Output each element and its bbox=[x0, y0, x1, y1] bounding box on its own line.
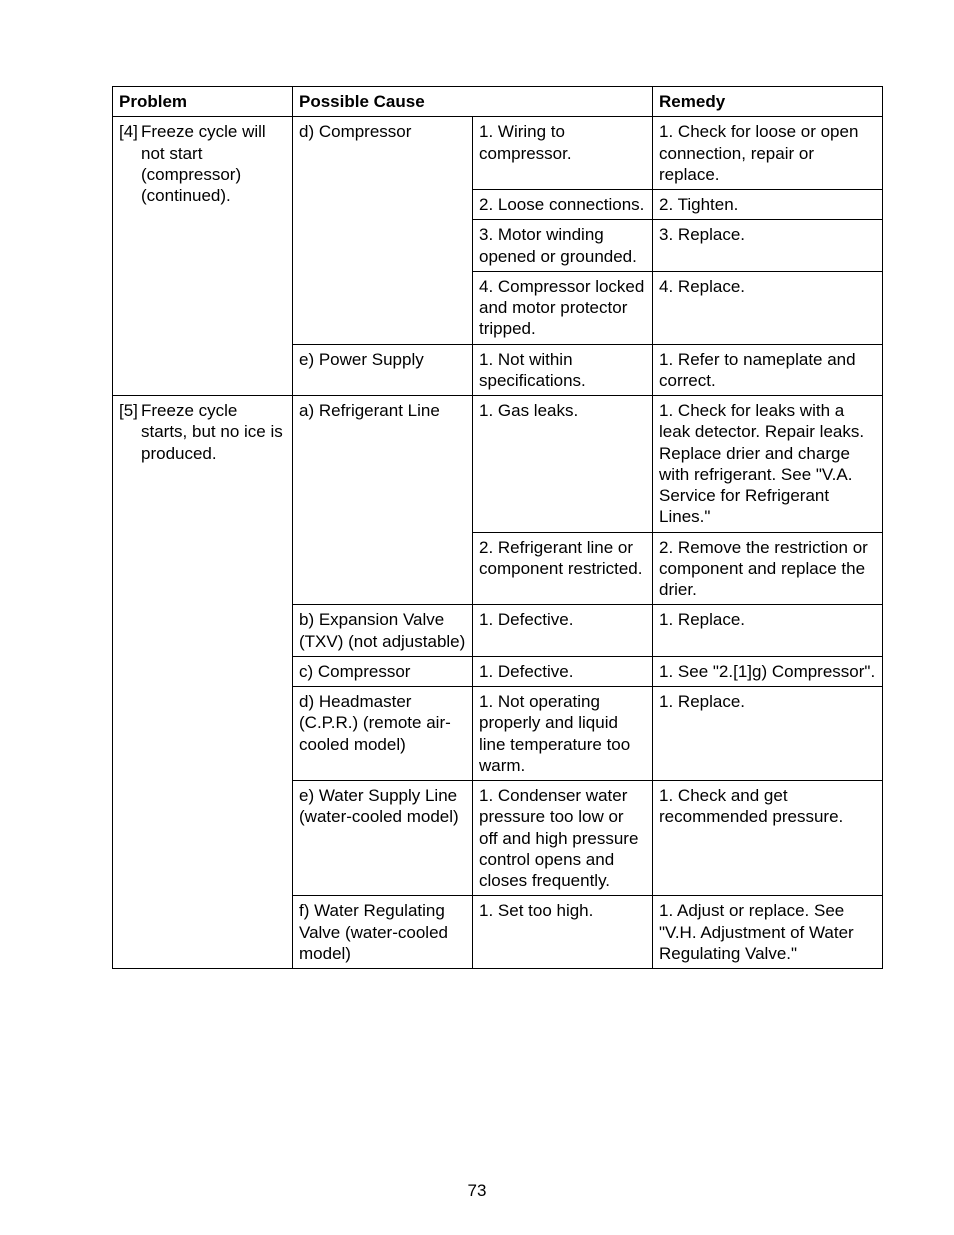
subcause-cell: 2. Refrigerant line or component restric… bbox=[473, 532, 653, 605]
problem-index: [5] bbox=[119, 400, 141, 464]
col-header-remedy: Remedy bbox=[653, 87, 883, 117]
remedy-cell: 3. Replace. bbox=[653, 220, 883, 272]
table-row: [4] Freeze cycle will not start (compres… bbox=[113, 117, 883, 190]
subcause-cell: 1. Set too high. bbox=[473, 896, 653, 969]
problem-index: [4] bbox=[119, 121, 141, 206]
troubleshooting-table: Problem Possible Cause Remedy [4] Freeze… bbox=[112, 86, 883, 969]
remedy-cell: 1. Refer to nameplate and correct. bbox=[653, 344, 883, 396]
cause-cell: e) Water Supply Line (water-cooled model… bbox=[293, 781, 473, 896]
cause-cell: c) Compressor bbox=[293, 656, 473, 686]
remedy-cell: 1. See "2.[1]g) Compressor". bbox=[653, 656, 883, 686]
subcause-cell: 1. Condenser water pressure too low or o… bbox=[473, 781, 653, 896]
subcause-cell: 1. Defective. bbox=[473, 605, 653, 657]
subcause-cell: 4. Compressor locked and motor protector… bbox=[473, 271, 653, 344]
subcause-cell: 1. Gas leaks. bbox=[473, 396, 653, 533]
cause-cell: e) Power Supply bbox=[293, 344, 473, 396]
subcause-cell: 1. Defective. bbox=[473, 656, 653, 686]
remedy-cell: 2. Remove the restriction or component a… bbox=[653, 532, 883, 605]
col-header-cause: Possible Cause bbox=[293, 87, 653, 117]
page-number: 73 bbox=[0, 1181, 954, 1201]
subcause-cell: 1. Wiring to compressor. bbox=[473, 117, 653, 190]
subcause-cell: 3. Motor winding opened or grounded. bbox=[473, 220, 653, 272]
remedy-cell: 1. Replace. bbox=[653, 687, 883, 781]
cause-cell: d) Headmaster (C.P.R.) (remote air-coole… bbox=[293, 687, 473, 781]
remedy-cell: 1. Adjust or replace. See "V.H. Adjustme… bbox=[653, 896, 883, 969]
cause-cell: a) Refrigerant Line bbox=[293, 396, 473, 605]
col-header-problem: Problem bbox=[113, 87, 293, 117]
problem-cell: [5] Freeze cycle starts, but no ice is p… bbox=[113, 396, 293, 969]
problem-text: Freeze cycle will not start (compressor)… bbox=[141, 121, 286, 206]
problem-cell: [4] Freeze cycle will not start (compres… bbox=[113, 117, 293, 396]
problem-text: Freeze cycle starts, but no ice is produ… bbox=[141, 400, 286, 464]
remedy-cell: 1. Replace. bbox=[653, 605, 883, 657]
table-header-row: Problem Possible Cause Remedy bbox=[113, 87, 883, 117]
subcause-cell: 1. Not within specifications. bbox=[473, 344, 653, 396]
cause-cell: d) Compressor bbox=[293, 117, 473, 344]
subcause-cell: 1. Not operating properly and liquid lin… bbox=[473, 687, 653, 781]
remedy-cell: 1. Check for loose or open connection, r… bbox=[653, 117, 883, 190]
remedy-cell: 4. Replace. bbox=[653, 271, 883, 344]
remedy-cell: 2. Tighten. bbox=[653, 190, 883, 220]
subcause-cell: 2. Loose connections. bbox=[473, 190, 653, 220]
remedy-cell: 1. Check for leaks with a leak detector.… bbox=[653, 396, 883, 533]
remedy-cell: 1. Check and get recommended pressure. bbox=[653, 781, 883, 896]
cause-cell: b) Expansion Valve (TXV) (not adjustable… bbox=[293, 605, 473, 657]
cause-cell: f) Water Regulating Valve (water-cooled … bbox=[293, 896, 473, 969]
page-container: Problem Possible Cause Remedy [4] Freeze… bbox=[0, 0, 954, 969]
table-row: [5] Freeze cycle starts, but no ice is p… bbox=[113, 396, 883, 533]
